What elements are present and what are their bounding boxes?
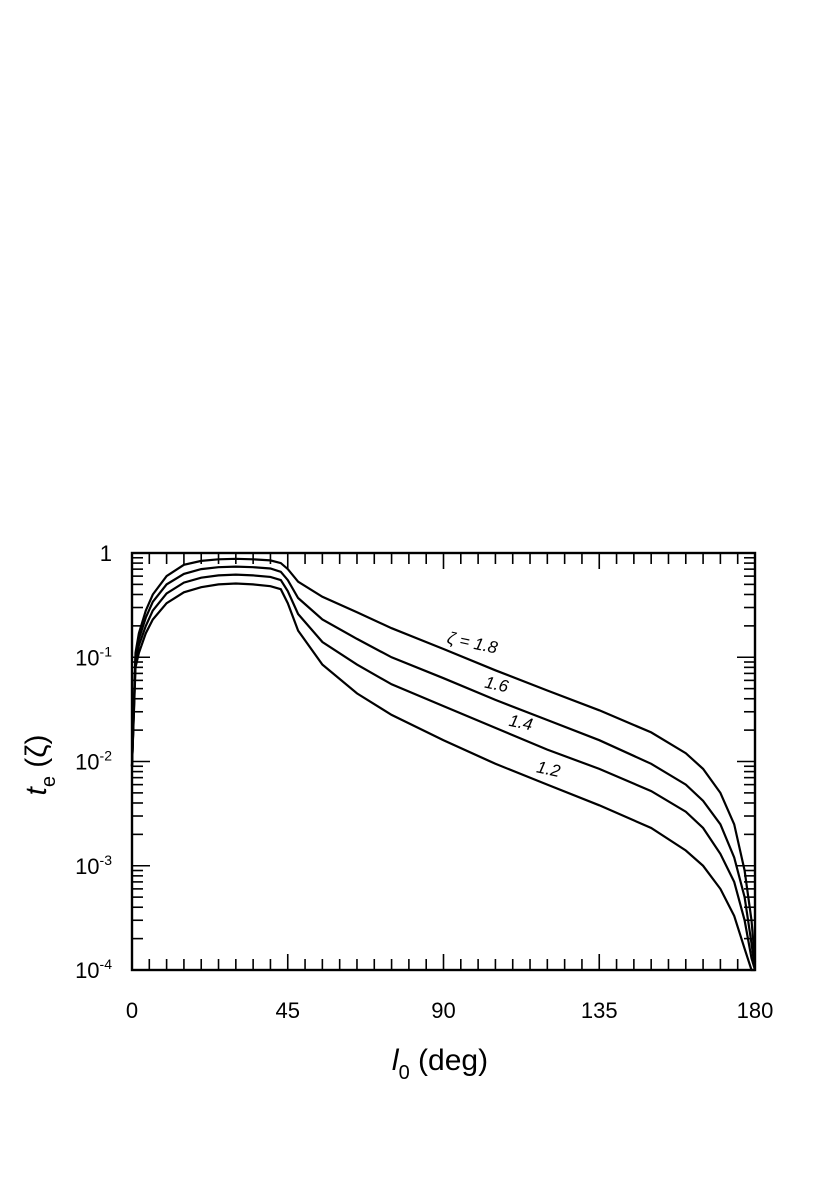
- series-label: 1.6: [483, 673, 511, 697]
- x-tick-label: 45: [276, 998, 300, 1023]
- y-tick-label: 10-3: [75, 852, 112, 879]
- plot-frame: [130, 551, 757, 972]
- y-tick-label: 10-1: [75, 643, 112, 670]
- curve-labels: ζ = 1.81.61.41.2: [445, 628, 562, 781]
- y-tick-label: 10-2: [75, 748, 112, 775]
- y-tick-label: 1: [100, 541, 112, 566]
- series-line: [130, 582, 755, 972]
- x-tick-label: 90: [431, 998, 455, 1023]
- tick-marks: [131, 552, 756, 971]
- x-tick-label: 0: [126, 998, 138, 1023]
- tick-labels: 0 45 90 135 180 1 10-1 10-2 10-3 10-4: [75, 541, 773, 1023]
- y-axis-label: te (ζ): [20, 734, 60, 795]
- series-line: [130, 557, 757, 962]
- series-line: [130, 565, 757, 971]
- x-tick-label: 135: [581, 998, 618, 1023]
- x-tick-label: 180: [737, 998, 774, 1023]
- x-axis-label: l0 (deg): [392, 1044, 488, 1084]
- curves: [130, 557, 757, 972]
- series-label: 1.2: [535, 757, 563, 781]
- series-line: [130, 573, 757, 971]
- series-label: 1.4: [507, 711, 534, 735]
- y-tick-label: 10-4: [75, 956, 112, 983]
